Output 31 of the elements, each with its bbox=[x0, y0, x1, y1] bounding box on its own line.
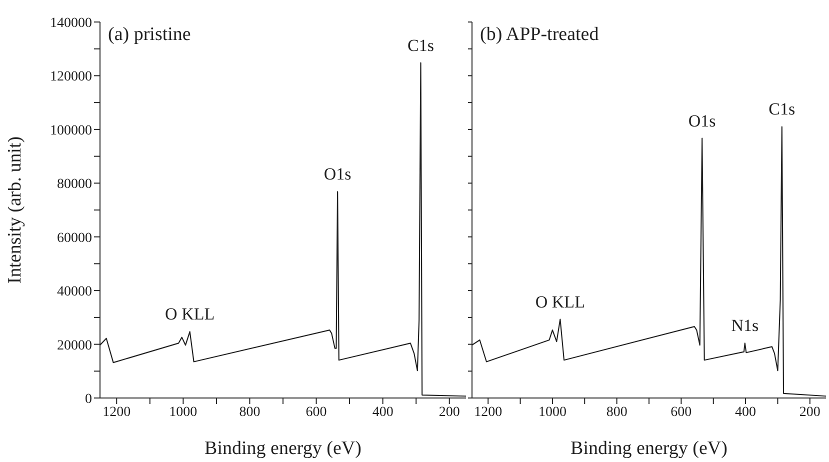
annotation: C1s bbox=[768, 100, 796, 119]
y-tick-label: 120000 bbox=[50, 70, 92, 85]
x-tick-label: 800 bbox=[606, 404, 628, 420]
annotation: O1s bbox=[688, 111, 716, 130]
annotation: C1s bbox=[408, 36, 434, 55]
annotation: N1s bbox=[731, 316, 759, 336]
x-tick-label: 600 bbox=[670, 404, 692, 420]
y-tick-label: 140000 bbox=[50, 16, 92, 31]
annotation: O1s bbox=[324, 164, 352, 184]
x-tick-label: 1200 bbox=[102, 404, 131, 420]
y-tick-label: 80000 bbox=[57, 177, 92, 192]
annotation: O KLL bbox=[165, 304, 215, 324]
x-tick-label: 400 bbox=[372, 404, 394, 420]
x-tick-label: 400 bbox=[735, 404, 756, 420]
x-tick-label: 1200 bbox=[474, 404, 502, 420]
y-tick-label: 40000 bbox=[57, 284, 92, 300]
y-tick-label: 20000 bbox=[57, 338, 92, 354]
x-axis-title: Binding energy (eV) bbox=[570, 438, 728, 459]
x-tick-label: 600 bbox=[306, 404, 327, 420]
x-tick-label: 200 bbox=[438, 404, 460, 420]
x-tick-label: 1000 bbox=[538, 404, 566, 420]
y-tick-label: 0 bbox=[85, 392, 92, 407]
y-tick-label: 60000 bbox=[57, 230, 92, 246]
x-tick-label: 1000 bbox=[169, 404, 198, 420]
annotation: O KLL bbox=[535, 292, 585, 312]
x-tick-label: 800 bbox=[239, 404, 260, 420]
x-tick-label: 200 bbox=[799, 404, 820, 420]
x-axis-title: Binding energy (eV) bbox=[204, 438, 362, 459]
y-tick-label: 100000 bbox=[50, 123, 92, 138]
chart-title: (b) APP-treated bbox=[480, 24, 599, 46]
chart-title: (a) pristine bbox=[108, 24, 191, 46]
